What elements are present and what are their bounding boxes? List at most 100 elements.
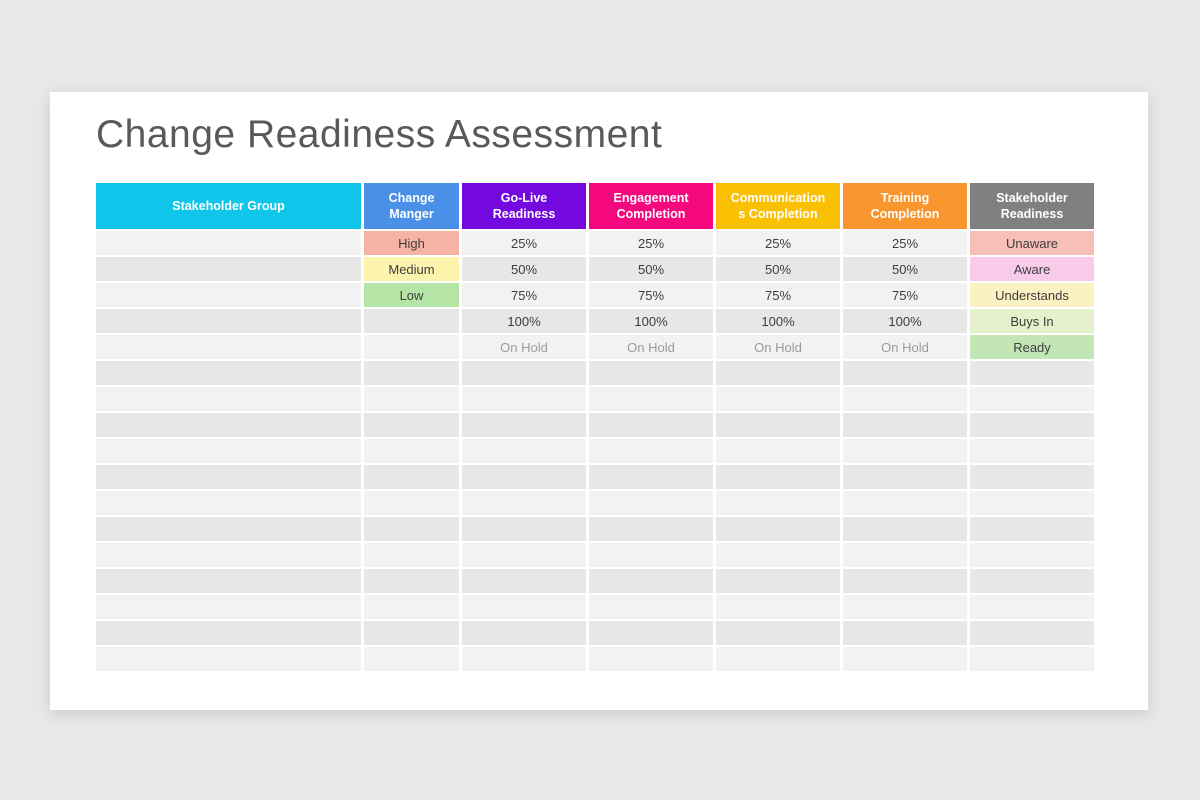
cell-engagement-completion	[589, 621, 713, 645]
cell-engagement-completion	[589, 543, 713, 567]
cell-training-completion: 50%	[843, 257, 967, 281]
cell-change-manger	[364, 465, 459, 489]
cell-change-manger	[364, 491, 459, 515]
cell-engagement-completion	[589, 387, 713, 411]
cell-change-manger	[364, 439, 459, 463]
cell-go-live-readiness	[462, 361, 586, 385]
cell-engagement-completion	[589, 517, 713, 541]
cell-stakeholder-group	[96, 439, 361, 463]
column-header-change-manger: Change Manger	[364, 183, 459, 229]
column-header-training-completion: Training Completion	[843, 183, 967, 229]
cell-communications-completion	[716, 387, 840, 411]
table-row: Medium 50% 50% 50% 50% Aware	[96, 257, 1094, 281]
cell-stakeholder-group	[96, 309, 361, 333]
column-header-go-live-readiness: Go-Live Readiness	[462, 183, 586, 229]
cell-change-manger	[364, 387, 459, 411]
cell-stakeholder-readiness	[970, 621, 1094, 645]
cell-engagement-completion	[589, 413, 713, 437]
cell-engagement-completion	[589, 465, 713, 489]
table-row	[96, 387, 1094, 411]
cell-stakeholder-readiness	[970, 569, 1094, 593]
table-row	[96, 517, 1094, 541]
page-title: Change Readiness Assessment	[96, 113, 663, 156]
cell-stakeholder-group	[96, 465, 361, 489]
cell-go-live-readiness	[462, 543, 586, 567]
cell-stakeholder-group	[96, 517, 361, 541]
cell-change-manger	[364, 621, 459, 645]
cell-engagement-completion: 50%	[589, 257, 713, 281]
cell-stakeholder-readiness	[970, 543, 1094, 567]
cell-communications-completion	[716, 465, 840, 489]
cell-go-live-readiness: On Hold	[462, 335, 586, 359]
cell-go-live-readiness: 25%	[462, 231, 586, 255]
cell-training-completion	[843, 517, 967, 541]
cell-training-completion	[843, 361, 967, 385]
table-row	[96, 491, 1094, 515]
table-row: On Hold On Hold On Hold On Hold Ready	[96, 335, 1094, 359]
cell-stakeholder-group	[96, 491, 361, 515]
table-row	[96, 595, 1094, 619]
cell-change-manger	[364, 595, 459, 619]
change-readiness-table: Stakeholder Group Change Manger Go-Live Re…	[93, 181, 1097, 673]
cell-engagement-completion	[589, 439, 713, 463]
cell-training-completion: 75%	[843, 283, 967, 307]
cell-go-live-readiness	[462, 439, 586, 463]
cell-engagement-completion	[589, 569, 713, 593]
cell-communications-completion	[716, 621, 840, 645]
cell-stakeholder-readiness: Understands	[970, 283, 1094, 307]
cell-engagement-completion	[589, 595, 713, 619]
slide: Change Readiness Assessment Stakeholder …	[50, 92, 1148, 710]
cell-training-completion: 100%	[843, 309, 967, 333]
cell-communications-completion: 75%	[716, 283, 840, 307]
cell-change-manger: Medium	[364, 257, 459, 281]
cell-stakeholder-group	[96, 647, 361, 671]
cell-training-completion	[843, 569, 967, 593]
cell-communications-completion	[716, 361, 840, 385]
table-row	[96, 543, 1094, 567]
cell-training-completion	[843, 465, 967, 489]
cell-communications-completion	[716, 543, 840, 567]
cell-engagement-completion	[589, 361, 713, 385]
cell-go-live-readiness	[462, 647, 586, 671]
cell-stakeholder-readiness	[970, 517, 1094, 541]
column-header-communications-completion: Communication s Completion	[716, 183, 840, 229]
cell-training-completion	[843, 543, 967, 567]
cell-stakeholder-readiness: Ready	[970, 335, 1094, 359]
cell-training-completion	[843, 647, 967, 671]
cell-communications-completion	[716, 517, 840, 541]
cell-training-completion: On Hold	[843, 335, 967, 359]
cell-engagement-completion	[589, 647, 713, 671]
table-row	[96, 361, 1094, 385]
cell-go-live-readiness	[462, 595, 586, 619]
table-header-row: Stakeholder Group Change Manger Go-Live Re…	[96, 183, 1094, 229]
column-header-stakeholder-group: Stakeholder Group	[96, 183, 361, 229]
cell-communications-completion: 25%	[716, 231, 840, 255]
cell-stakeholder-group	[96, 543, 361, 567]
table-row	[96, 647, 1094, 671]
cell-go-live-readiness	[462, 413, 586, 437]
cell-change-manger	[364, 517, 459, 541]
table-row: High 25% 25% 25% 25% Unaware	[96, 231, 1094, 255]
cell-go-live-readiness	[462, 465, 586, 489]
cell-go-live-readiness: 75%	[462, 283, 586, 307]
cell-change-manger	[364, 543, 459, 567]
cell-training-completion	[843, 439, 967, 463]
cell-stakeholder-readiness: Unaware	[970, 231, 1094, 255]
cell-stakeholder-readiness	[970, 465, 1094, 489]
cell-stakeholder-readiness: Aware	[970, 257, 1094, 281]
table-row: Low 75% 75% 75% 75% Understands	[96, 283, 1094, 307]
table-row	[96, 439, 1094, 463]
cell-stakeholder-readiness	[970, 413, 1094, 437]
table-row	[96, 413, 1094, 437]
cell-engagement-completion: 25%	[589, 231, 713, 255]
cell-training-completion	[843, 413, 967, 437]
cell-stakeholder-group	[96, 361, 361, 385]
cell-stakeholder-readiness	[970, 647, 1094, 671]
cell-change-manger: Low	[364, 283, 459, 307]
cell-engagement-completion: 100%	[589, 309, 713, 333]
cell-stakeholder-readiness	[970, 595, 1094, 619]
cell-communications-completion	[716, 439, 840, 463]
cell-communications-completion: 50%	[716, 257, 840, 281]
cell-training-completion	[843, 621, 967, 645]
